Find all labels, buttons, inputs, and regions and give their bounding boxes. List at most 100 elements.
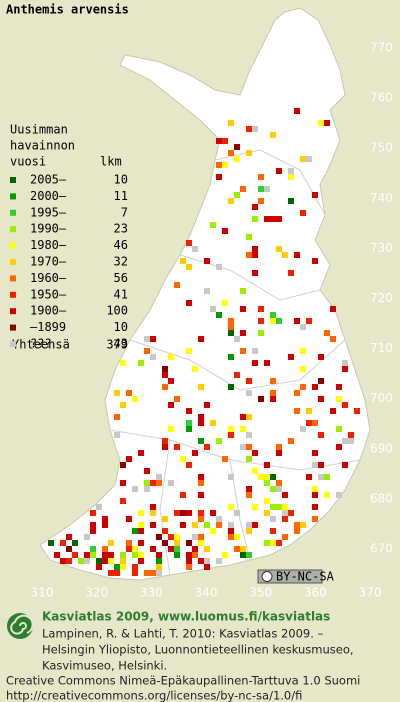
legend-count: 11 (114, 189, 128, 203)
record-square (252, 468, 258, 474)
legend-count: 32 (114, 255, 128, 269)
record-square (264, 360, 270, 366)
record-square (168, 534, 174, 540)
record-square (276, 504, 282, 510)
record-square (120, 564, 126, 570)
record-square (300, 210, 306, 216)
record-square (108, 570, 114, 576)
record-square (162, 372, 168, 378)
record-square (270, 216, 276, 222)
record-square (348, 432, 354, 438)
record-square (150, 522, 156, 528)
record-square (240, 552, 246, 558)
record-square (156, 570, 162, 576)
record-square (156, 474, 162, 480)
record-square (234, 336, 240, 342)
record-square (228, 528, 234, 534)
record-square (216, 558, 222, 564)
record-square (234, 144, 240, 150)
record-square (210, 510, 216, 516)
record-square (114, 570, 120, 576)
record-square (138, 528, 144, 534)
logo-spiral (10, 614, 34, 635)
record-square (186, 558, 192, 564)
record-square (198, 414, 204, 420)
record-square (240, 186, 246, 192)
record-square (216, 438, 222, 444)
record-square (288, 174, 294, 180)
record-square (210, 306, 216, 312)
record-square (120, 402, 126, 408)
record-square (150, 354, 156, 360)
record-square (144, 468, 150, 474)
record-square (198, 474, 204, 480)
record-square (282, 492, 288, 498)
badge-box (257, 569, 323, 584)
record-square (132, 486, 138, 492)
record-square (330, 408, 336, 414)
record-square (240, 546, 246, 552)
record-square (258, 474, 264, 480)
record-square (228, 150, 234, 156)
record-square (174, 444, 180, 450)
record-square (114, 414, 120, 420)
record-square (270, 528, 276, 534)
record-square (192, 552, 198, 558)
record-square (228, 318, 234, 324)
record-square (300, 348, 306, 354)
record-square (264, 510, 270, 516)
record-square (336, 426, 342, 432)
y-tick-label: 700 (370, 391, 393, 405)
record-square (186, 564, 192, 570)
record-square (252, 504, 258, 510)
legend-label: 1980– (30, 238, 67, 252)
record-square (138, 450, 144, 456)
record-square (228, 522, 234, 528)
record-square (306, 420, 312, 426)
record-square (192, 246, 198, 252)
record-square (276, 318, 282, 324)
record-square (174, 540, 180, 546)
record-square (318, 378, 324, 384)
legend-label: 1900– (30, 304, 67, 318)
site-title: Kasviatlas 2009, www.luomus.fi/kasviatla… (42, 610, 330, 624)
record-square (180, 456, 186, 462)
record-square (216, 516, 222, 522)
record-square (324, 492, 330, 498)
record-square (318, 462, 324, 468)
record-square (180, 492, 186, 498)
legend-count: 10 (114, 173, 128, 187)
y-tick-label: 770 (370, 41, 393, 55)
record-square (216, 138, 222, 144)
legend-swatch (10, 291, 16, 298)
record-square (288, 438, 294, 444)
record-square (168, 378, 174, 384)
record-square (66, 534, 72, 540)
record-square (276, 480, 282, 486)
record-square (234, 372, 240, 378)
record-square (126, 390, 132, 396)
record-square (288, 198, 294, 204)
record-square (270, 132, 276, 138)
record-square (282, 516, 288, 522)
record-square (186, 420, 192, 426)
record-square (162, 366, 168, 372)
legend-swatch (10, 308, 16, 315)
record-square (168, 354, 174, 360)
record-square (144, 486, 150, 492)
record-square (90, 552, 96, 558)
x-tick-label: 340 (195, 586, 218, 600)
record-square (186, 408, 192, 414)
record-square (126, 540, 132, 546)
record-square (168, 480, 174, 486)
record-square (336, 444, 342, 450)
record-square (120, 498, 126, 504)
record-square (312, 384, 318, 390)
record-square (144, 348, 150, 354)
record-square (150, 570, 156, 576)
record-square (186, 510, 192, 516)
record-square (258, 174, 264, 180)
record-square (198, 480, 204, 486)
legend-label: 1995– (30, 205, 67, 219)
record-square (138, 540, 144, 546)
